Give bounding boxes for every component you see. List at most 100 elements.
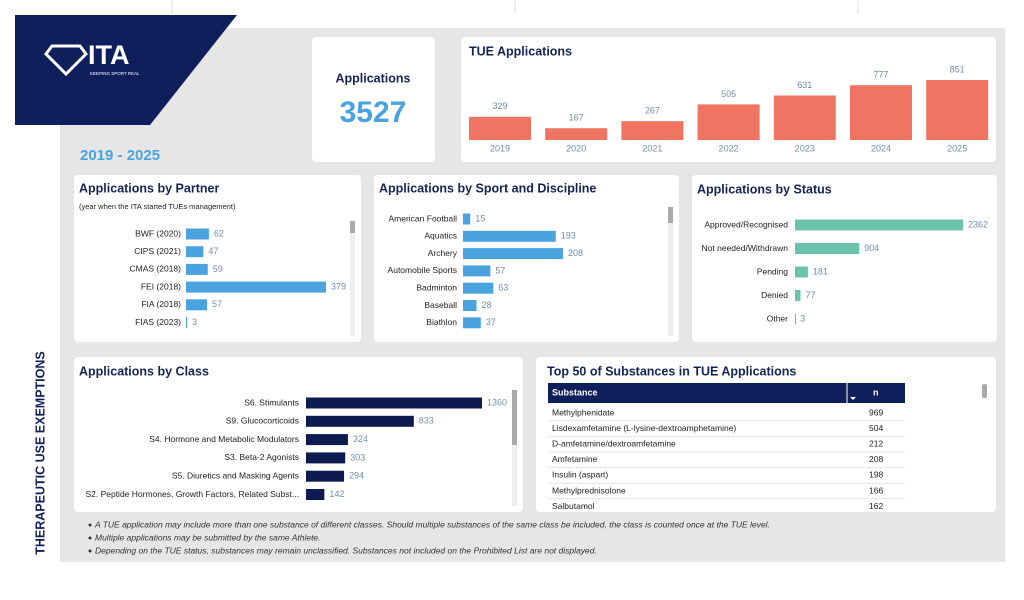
- x-tick-label: 2024: [871, 143, 891, 153]
- data-label: 208: [568, 248, 583, 258]
- y-tick-label: CIPS (2021): [134, 246, 181, 256]
- bar: [306, 415, 414, 427]
- card: [74, 357, 523, 512]
- bar: [306, 470, 345, 482]
- bar: [186, 246, 204, 258]
- data-label: 57: [212, 299, 222, 309]
- y-tick-label: Biathlon: [426, 317, 457, 327]
- bar: [306, 397, 482, 409]
- bar: [306, 452, 346, 464]
- scroll-thumb[interactable]: [350, 221, 355, 233]
- bar: [697, 104, 760, 140]
- y-tick-label: FIAS (2023): [135, 317, 181, 327]
- data-label: 294: [349, 471, 364, 481]
- data-label: 63: [498, 283, 508, 293]
- logo-tagline: KEEPING SPORT REAL: [90, 71, 140, 76]
- bar: [186, 228, 209, 240]
- bar: [186, 263, 208, 275]
- table-cell: 969: [869, 407, 883, 417]
- bar: [795, 266, 808, 278]
- bar: [469, 116, 531, 140]
- bullet: [88, 523, 92, 527]
- data-label: 267: [645, 106, 660, 116]
- kpi-label: Applications: [335, 71, 410, 85]
- x-tick-label: 2022: [719, 143, 739, 153]
- scroll-thumb[interactable]: [982, 384, 987, 398]
- y-tick-label: Badminton: [416, 282, 457, 292]
- chart-title: Applications by Status: [697, 182, 832, 196]
- bar: [463, 248, 563, 260]
- y-tick-label: Baseball: [424, 300, 457, 310]
- chart-title: Applications by Class: [79, 364, 209, 378]
- scrollbar[interactable]: [512, 390, 517, 506]
- y-tick-label: Aquatics: [424, 231, 457, 241]
- column-header[interactable]: Substance: [552, 387, 598, 397]
- table-cell: Lisdexamfetamine (L-lysine-dextroampheta…: [552, 423, 736, 433]
- scroll-thumb[interactable]: [512, 390, 517, 445]
- column-header[interactable]: n: [873, 387, 879, 397]
- y-tick-label: S9. Glucocorticoids: [226, 416, 299, 426]
- data-label: 181: [813, 266, 828, 276]
- table-cell: Salbutamol: [552, 501, 595, 511]
- data-label: 379: [331, 281, 346, 291]
- data-label: 777: [873, 70, 888, 80]
- scroll-thumb[interactable]: [668, 207, 673, 223]
- bar: [463, 282, 494, 294]
- bar: [795, 243, 860, 254]
- header-band: [15, 15, 237, 125]
- bar: [621, 121, 684, 140]
- chart-subtitle: (year when the ITA started TUEs manageme…: [79, 202, 236, 211]
- bar: [463, 213, 471, 225]
- table-cell: Methylprednisolone: [552, 485, 626, 495]
- kpi-value: 3527: [340, 96, 407, 129]
- table-cell: 212: [869, 438, 883, 448]
- bullet: [88, 549, 92, 553]
- table-cell: 504: [869, 423, 883, 433]
- table-body: Methylphenidate 969 Lisdexamfetamine (L-ly…: [548, 407, 905, 511]
- scrollbar[interactable]: [668, 207, 673, 336]
- data-label: 77: [805, 290, 815, 300]
- data-label: 3: [192, 317, 197, 327]
- data-label: 193: [561, 231, 576, 241]
- chart-title: Applications by Sport and Discipline: [379, 181, 596, 195]
- note: Multiple applications may be submitted b…: [95, 532, 321, 542]
- data-label: 1360: [487, 397, 507, 407]
- y-tick-label: S4. Hormone and Metabolic Modulators: [149, 434, 299, 444]
- chart-title: Applications by Partner: [79, 181, 219, 195]
- bar: [186, 317, 188, 328]
- data-label: 57: [495, 265, 505, 275]
- scrollbar[interactable]: [350, 221, 355, 336]
- sort-icon[interactable]: [850, 397, 856, 400]
- data-label: 833: [419, 416, 434, 426]
- note: Depending on the TUE status, substances …: [95, 545, 597, 555]
- bar: [186, 299, 208, 311]
- side-title: THERAPEUTIC USE EXEMPTIONS: [33, 351, 47, 555]
- card: [692, 175, 997, 342]
- x-tick-label: 2020: [566, 143, 586, 153]
- table-cell: Amfetamine: [552, 454, 598, 464]
- y-tick-label: FIA (2018): [141, 299, 181, 309]
- y-tick-label: Denied: [761, 290, 788, 300]
- x-tick-label: 2021: [642, 143, 662, 153]
- logo-icon: [44, 44, 88, 77]
- bar: [463, 317, 481, 329]
- data-label: 3: [800, 313, 805, 323]
- data-label: 167: [569, 113, 584, 123]
- y-tick-label: Automobile Sports: [388, 265, 457, 275]
- bar: [463, 300, 477, 311]
- y-tick-label: Archery: [428, 248, 458, 258]
- data-label: 303: [350, 452, 365, 462]
- notes: A TUE application may include more than …: [88, 519, 770, 555]
- chart-title: TUE Applications: [469, 44, 572, 58]
- logo-text: ITA: [88, 40, 130, 70]
- bar: [795, 219, 963, 231]
- y-tick-label: American Football: [388, 213, 457, 223]
- table-cell: Methylphenidate: [552, 407, 615, 417]
- bar: [306, 434, 348, 446]
- y-tick-label: S3. Beta-2 Agonists: [224, 452, 299, 462]
- data-label: 631: [797, 80, 812, 90]
- y-tick-label: S6. Stimulants: [244, 397, 299, 407]
- y-tick-label: Approved/Recognised: [704, 219, 788, 229]
- data-label: 2362: [968, 219, 988, 229]
- bar: [850, 85, 912, 140]
